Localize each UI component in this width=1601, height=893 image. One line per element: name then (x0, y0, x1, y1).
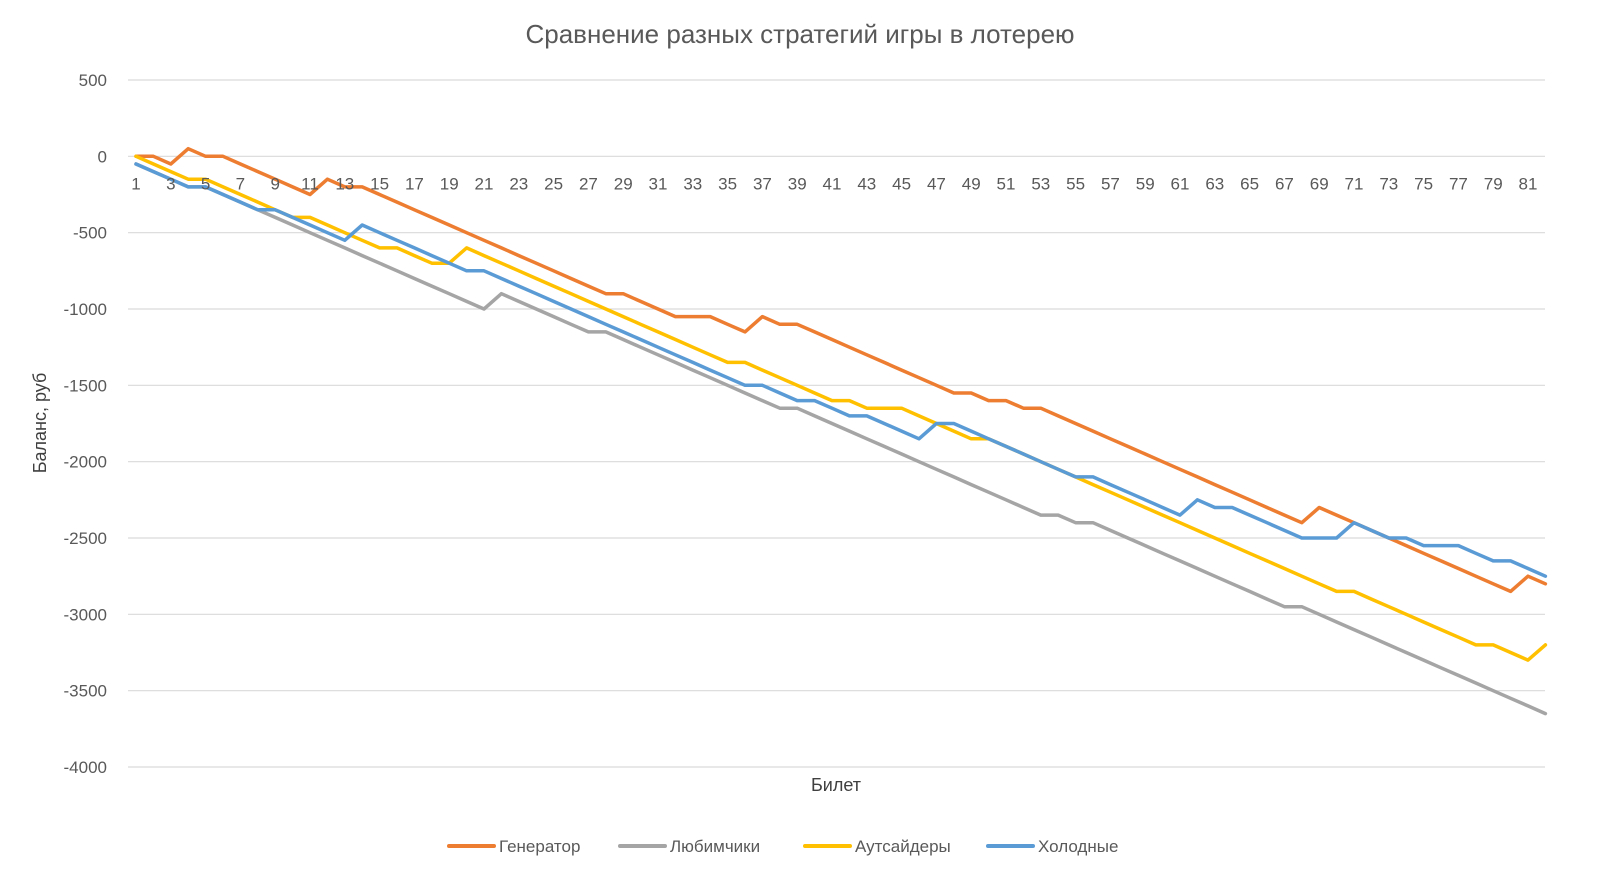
x-tick-label-31: 63 (1205, 174, 1224, 193)
x-tick-label-30: 61 (1171, 174, 1190, 193)
x-tick-label-20: 41 (823, 174, 842, 193)
x-tick-label-17: 35 (718, 174, 737, 193)
x-tick-label-6: 13 (335, 174, 354, 193)
y-axis-ticks: 500 0 -500 -1000 -1500 -2000 -2500 -3000 -3500 -4… (64, 71, 107, 777)
gridlines (128, 79, 1545, 768)
legend-label-4: Холодные (1038, 837, 1118, 856)
x-tick-label-40: 81 (1519, 174, 1538, 193)
x-tick-label-5: 11 (301, 174, 319, 193)
x-tick-label-2: 5 (201, 174, 210, 193)
x-tick-label-28: 57 (1101, 174, 1120, 193)
x-axis-title: Билет (811, 775, 861, 795)
x-tick-label-21: 43 (857, 174, 876, 193)
legend: Генератор Любимчики Аутсайдеры Холодные (447, 837, 1118, 856)
y-tick-label-4: -1500 (64, 376, 107, 395)
x-tick-label-38: 77 (1449, 174, 1468, 193)
y-tick-label-1: 0 (98, 147, 107, 166)
x-tick-label-13: 27 (579, 174, 598, 193)
y-tick-label-6: -2500 (64, 529, 107, 548)
x-tick-label-37: 75 (1414, 174, 1433, 193)
x-tick-label-29: 59 (1136, 174, 1155, 193)
x-tick-label-3: 7 (236, 174, 245, 193)
series-line-2 (134, 162, 1548, 716)
x-tick-label-26: 53 (1031, 174, 1050, 193)
x-tick-label-1: 3 (166, 174, 175, 193)
x-tick-label-19: 39 (788, 174, 807, 193)
series-lines (134, 146, 1548, 716)
x-tick-label-4: 9 (270, 174, 279, 193)
x-tick-label-10: 21 (475, 174, 494, 193)
x-tick-label-11: 23 (509, 174, 528, 193)
y-tick-label-8: -3500 (64, 682, 107, 701)
x-tick-label-24: 49 (962, 174, 981, 193)
series-line-3 (134, 154, 1548, 662)
x-tick-label-33: 67 (1275, 174, 1294, 193)
x-tick-label-23: 47 (927, 174, 946, 193)
x-tick-label-32: 65 (1240, 174, 1259, 193)
y-tick-label-9: -4000 (64, 758, 107, 777)
series-line-4 (134, 162, 1548, 578)
x-tick-label-25: 51 (997, 174, 1016, 193)
x-tick-label-36: 73 (1379, 174, 1398, 193)
x-tick-label-39: 79 (1484, 174, 1503, 193)
y-tick-label-7: -3000 (64, 605, 107, 624)
y-tick-label-3: -1000 (64, 300, 107, 319)
x-tick-label-15: 31 (649, 174, 668, 193)
x-tick-label-0: 1 (131, 174, 140, 193)
x-tick-label-12: 25 (544, 174, 563, 193)
chart-title: Сравнение разных стратегий игры в лотере… (525, 19, 1074, 49)
legend-label-1: Генератор (499, 837, 580, 856)
x-tick-label-7: 15 (370, 174, 389, 193)
x-tick-label-27: 55 (1066, 174, 1085, 193)
legend-label-2: Любимчики (670, 837, 760, 856)
x-tick-label-35: 71 (1345, 174, 1364, 193)
x-axis-ticks: 1 3 5 7 9 11 13 15 17 19 21 23 25 27 29 31 33 35 37 39 41 43 4… (131, 174, 1537, 193)
x-tick-label-16: 33 (683, 174, 702, 193)
x-tick-label-18: 37 (753, 174, 772, 193)
x-tick-label-8: 17 (405, 174, 424, 193)
y-tick-label-2: -500 (73, 224, 107, 243)
x-tick-label-14: 29 (614, 174, 633, 193)
x-tick-label-34: 69 (1310, 174, 1329, 193)
series-line-1 (134, 146, 1548, 594)
legend-label-3: Аутсайдеры (855, 837, 951, 856)
x-tick-label-9: 19 (440, 174, 459, 193)
x-tick-label-22: 45 (892, 174, 911, 193)
y-axis-title: Баланс, руб (30, 373, 50, 474)
y-tick-label-5: -2000 (64, 453, 107, 472)
y-tick-label-0: 500 (79, 71, 107, 90)
